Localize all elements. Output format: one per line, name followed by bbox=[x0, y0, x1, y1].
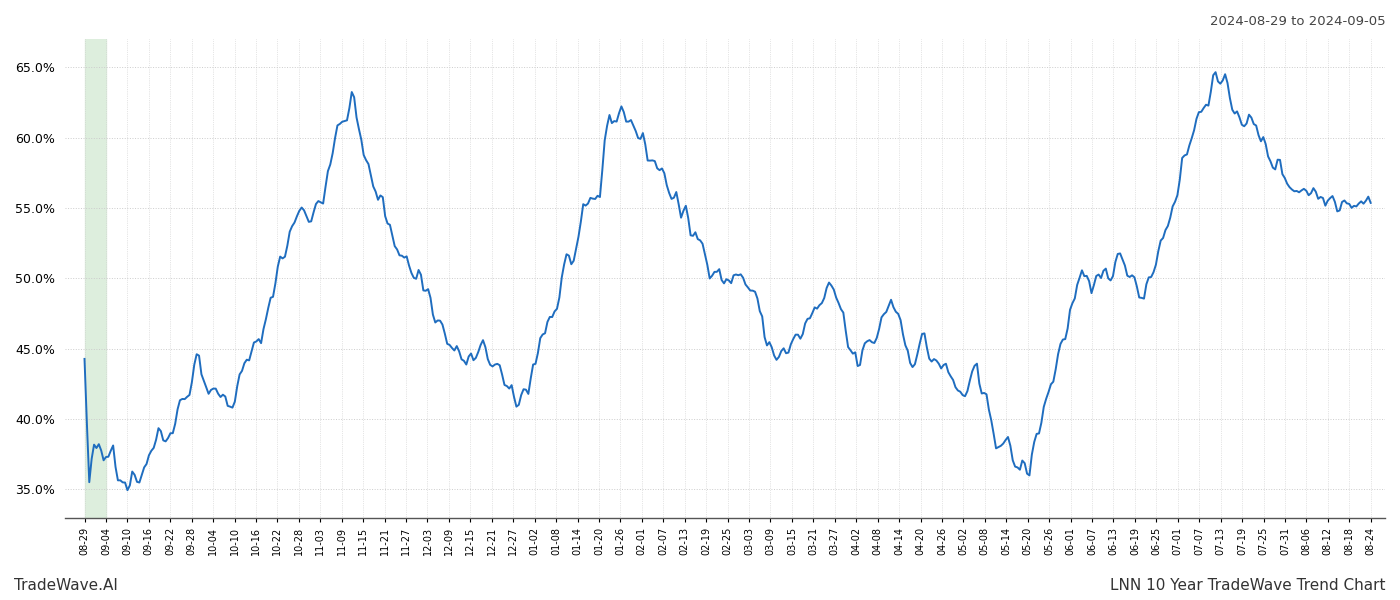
Bar bbox=[84, 39, 106, 518]
Text: TradeWave.AI: TradeWave.AI bbox=[14, 578, 118, 593]
Text: LNN 10 Year TradeWave Trend Chart: LNN 10 Year TradeWave Trend Chart bbox=[1110, 578, 1386, 593]
Text: 2024-08-29 to 2024-09-05: 2024-08-29 to 2024-09-05 bbox=[1211, 15, 1386, 28]
